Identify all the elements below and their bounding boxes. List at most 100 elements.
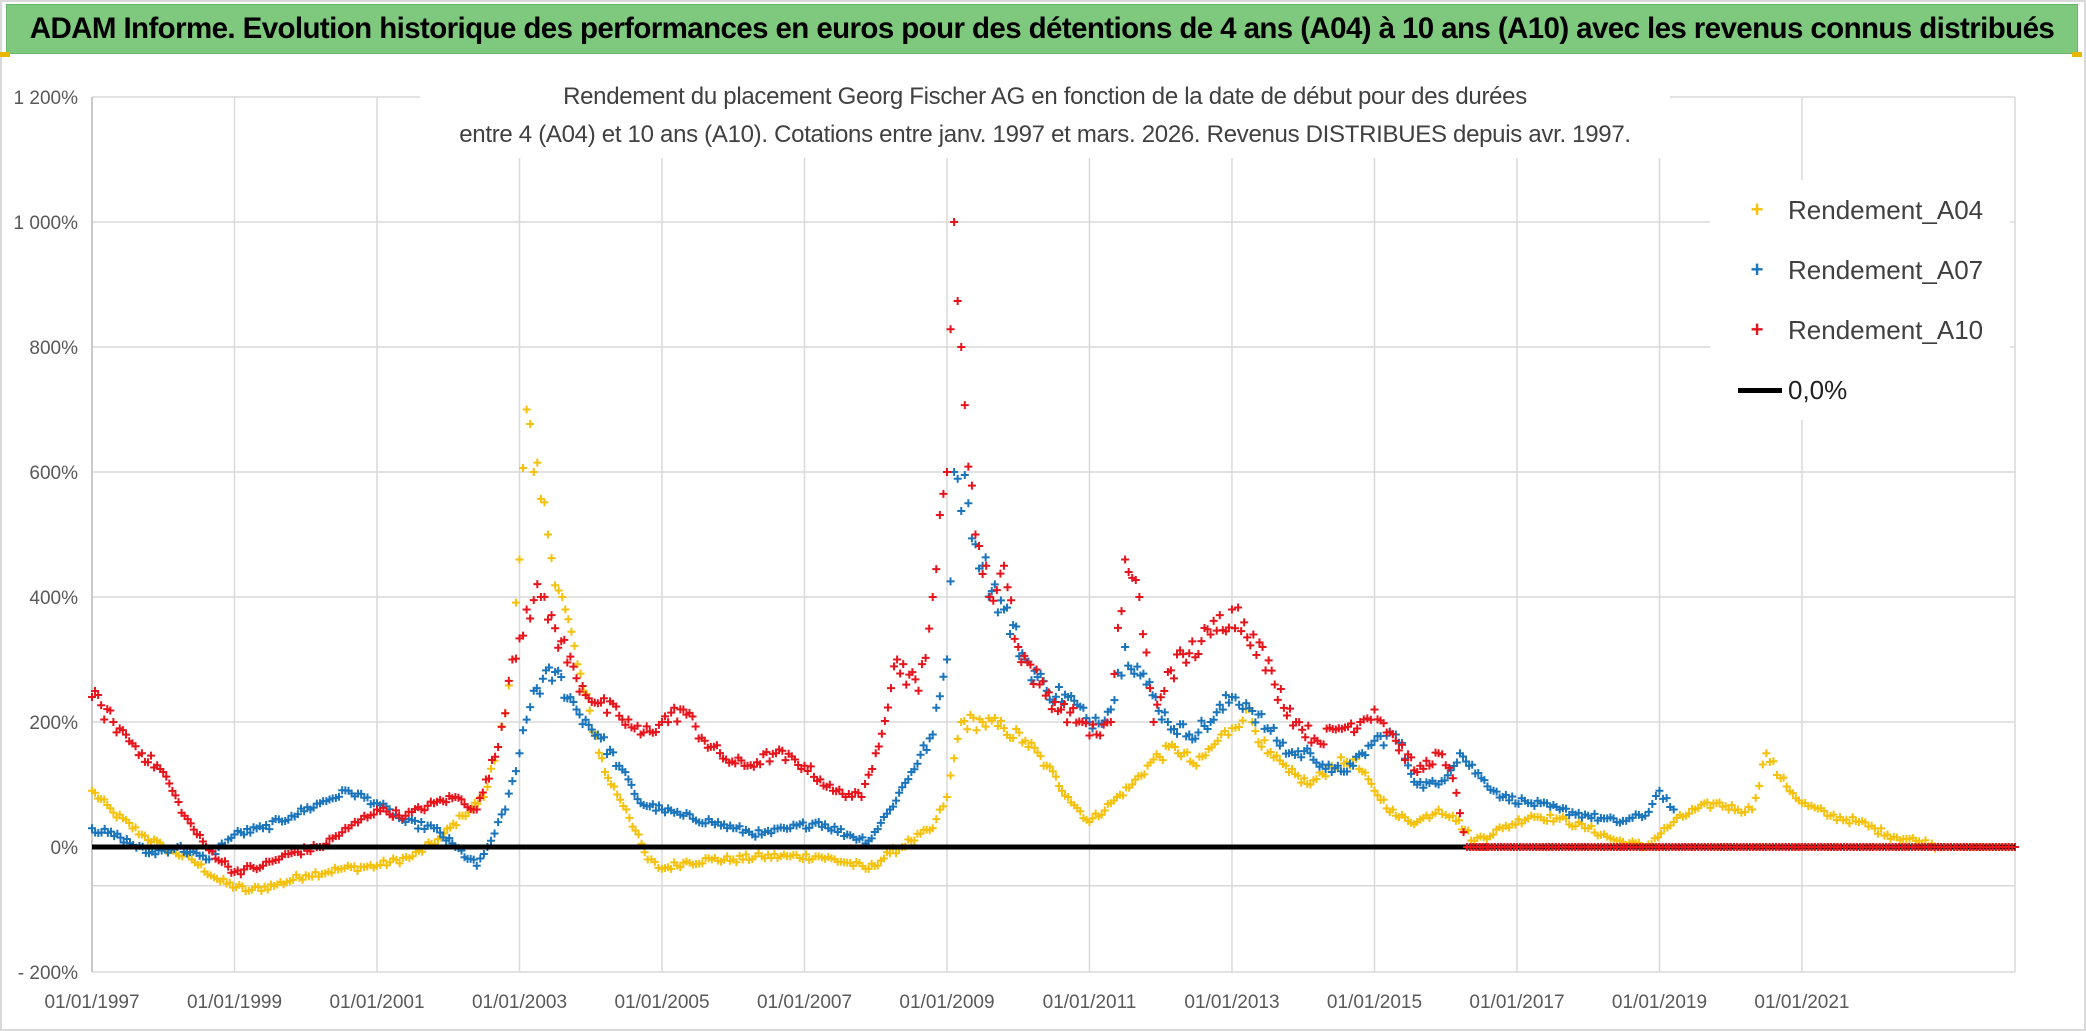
data-point [1030, 743, 1039, 752]
x-tick-label: 01/01/2021 [1754, 992, 1849, 1013]
data-point [836, 825, 845, 834]
data-point [1096, 731, 1105, 740]
data-point [1397, 740, 1406, 749]
data-point [624, 715, 633, 724]
data-point [1511, 820, 1520, 829]
zero-line-layer [92, 843, 2017, 851]
data-point [798, 818, 807, 827]
data-point [893, 655, 902, 664]
data-point [1508, 792, 1517, 801]
data-point [1054, 782, 1063, 791]
data-point [633, 795, 642, 804]
data-point [508, 777, 517, 786]
data-point [554, 643, 563, 652]
data-point [1215, 700, 1224, 709]
data-point [599, 733, 608, 742]
x-tick-label: 01/01/2003 [472, 992, 567, 1013]
data-point [1301, 733, 1310, 742]
data-point [567, 627, 576, 636]
data-point [122, 730, 131, 739]
data-point [1010, 634, 1019, 643]
data-point [1248, 706, 1257, 715]
data-point [908, 668, 917, 677]
data-point [935, 692, 944, 701]
data-point [1281, 761, 1290, 770]
data-point [1495, 793, 1504, 802]
data-point [284, 815, 293, 824]
data-point [526, 420, 535, 429]
data-point [1438, 750, 1447, 759]
data-point [1189, 759, 1198, 768]
data-point [494, 743, 503, 751]
data-point [953, 734, 962, 743]
data-point [963, 725, 972, 734]
data-point [899, 660, 908, 669]
data-point [1684, 809, 1693, 818]
data-point [225, 878, 234, 887]
data-point [1124, 568, 1133, 577]
data-point [918, 660, 927, 669]
data-point [581, 715, 590, 724]
y-tick-label: 1 200% [14, 88, 79, 109]
data-point [1012, 622, 1021, 631]
data-point [1342, 767, 1351, 776]
data-point [1146, 758, 1155, 767]
data-point [1751, 793, 1760, 802]
data-point [1203, 625, 1212, 634]
data-point [1053, 707, 1062, 716]
data-point [341, 823, 350, 832]
data-point [613, 790, 622, 799]
data-point [483, 782, 492, 791]
data-point [904, 775, 913, 784]
data-point [670, 703, 679, 712]
data-point [88, 824, 96, 833]
data-point [701, 819, 710, 828]
data-point [100, 715, 109, 724]
data-point [183, 815, 192, 824]
data-point [262, 821, 271, 830]
data-point [1069, 704, 1078, 713]
data-point [97, 701, 106, 710]
data-point [501, 709, 510, 718]
data-point [762, 748, 771, 757]
data-point [609, 748, 618, 757]
data-point [1361, 751, 1370, 760]
data-point [1269, 723, 1278, 732]
data-point [1419, 764, 1428, 773]
data-point [398, 814, 407, 823]
data-point [100, 795, 109, 804]
data-point [599, 694, 608, 703]
data-point [417, 818, 426, 827]
data-point [1153, 700, 1162, 709]
data-point [560, 635, 569, 644]
data-point [999, 561, 1008, 570]
legend-label-zero: 0,0% [1788, 374, 1848, 405]
data-point [91, 788, 100, 797]
data-point [1464, 826, 1473, 835]
data-point [1215, 611, 1224, 620]
data-point [1655, 786, 1664, 795]
data-point [1297, 753, 1306, 762]
data-point [1388, 805, 1397, 814]
data-point [989, 596, 998, 605]
data-point [1307, 738, 1316, 747]
legend-marker-a07: + [1750, 257, 1764, 282]
data-point [1117, 607, 1126, 616]
data-point [1047, 705, 1056, 714]
corner-accent-right [2072, 52, 2082, 57]
data-point [1829, 810, 1838, 819]
data-point [767, 829, 776, 838]
data-point [327, 868, 336, 877]
data-point [1194, 650, 1203, 659]
data-point [916, 750, 925, 759]
data-point [1097, 810, 1106, 819]
data-point [768, 749, 777, 758]
data-point [476, 792, 485, 801]
data-point [1762, 749, 1771, 758]
data-point [1552, 802, 1561, 811]
data-point [1489, 830, 1498, 839]
data-point [1452, 758, 1461, 767]
data-point [255, 822, 264, 831]
data-point [803, 766, 812, 775]
